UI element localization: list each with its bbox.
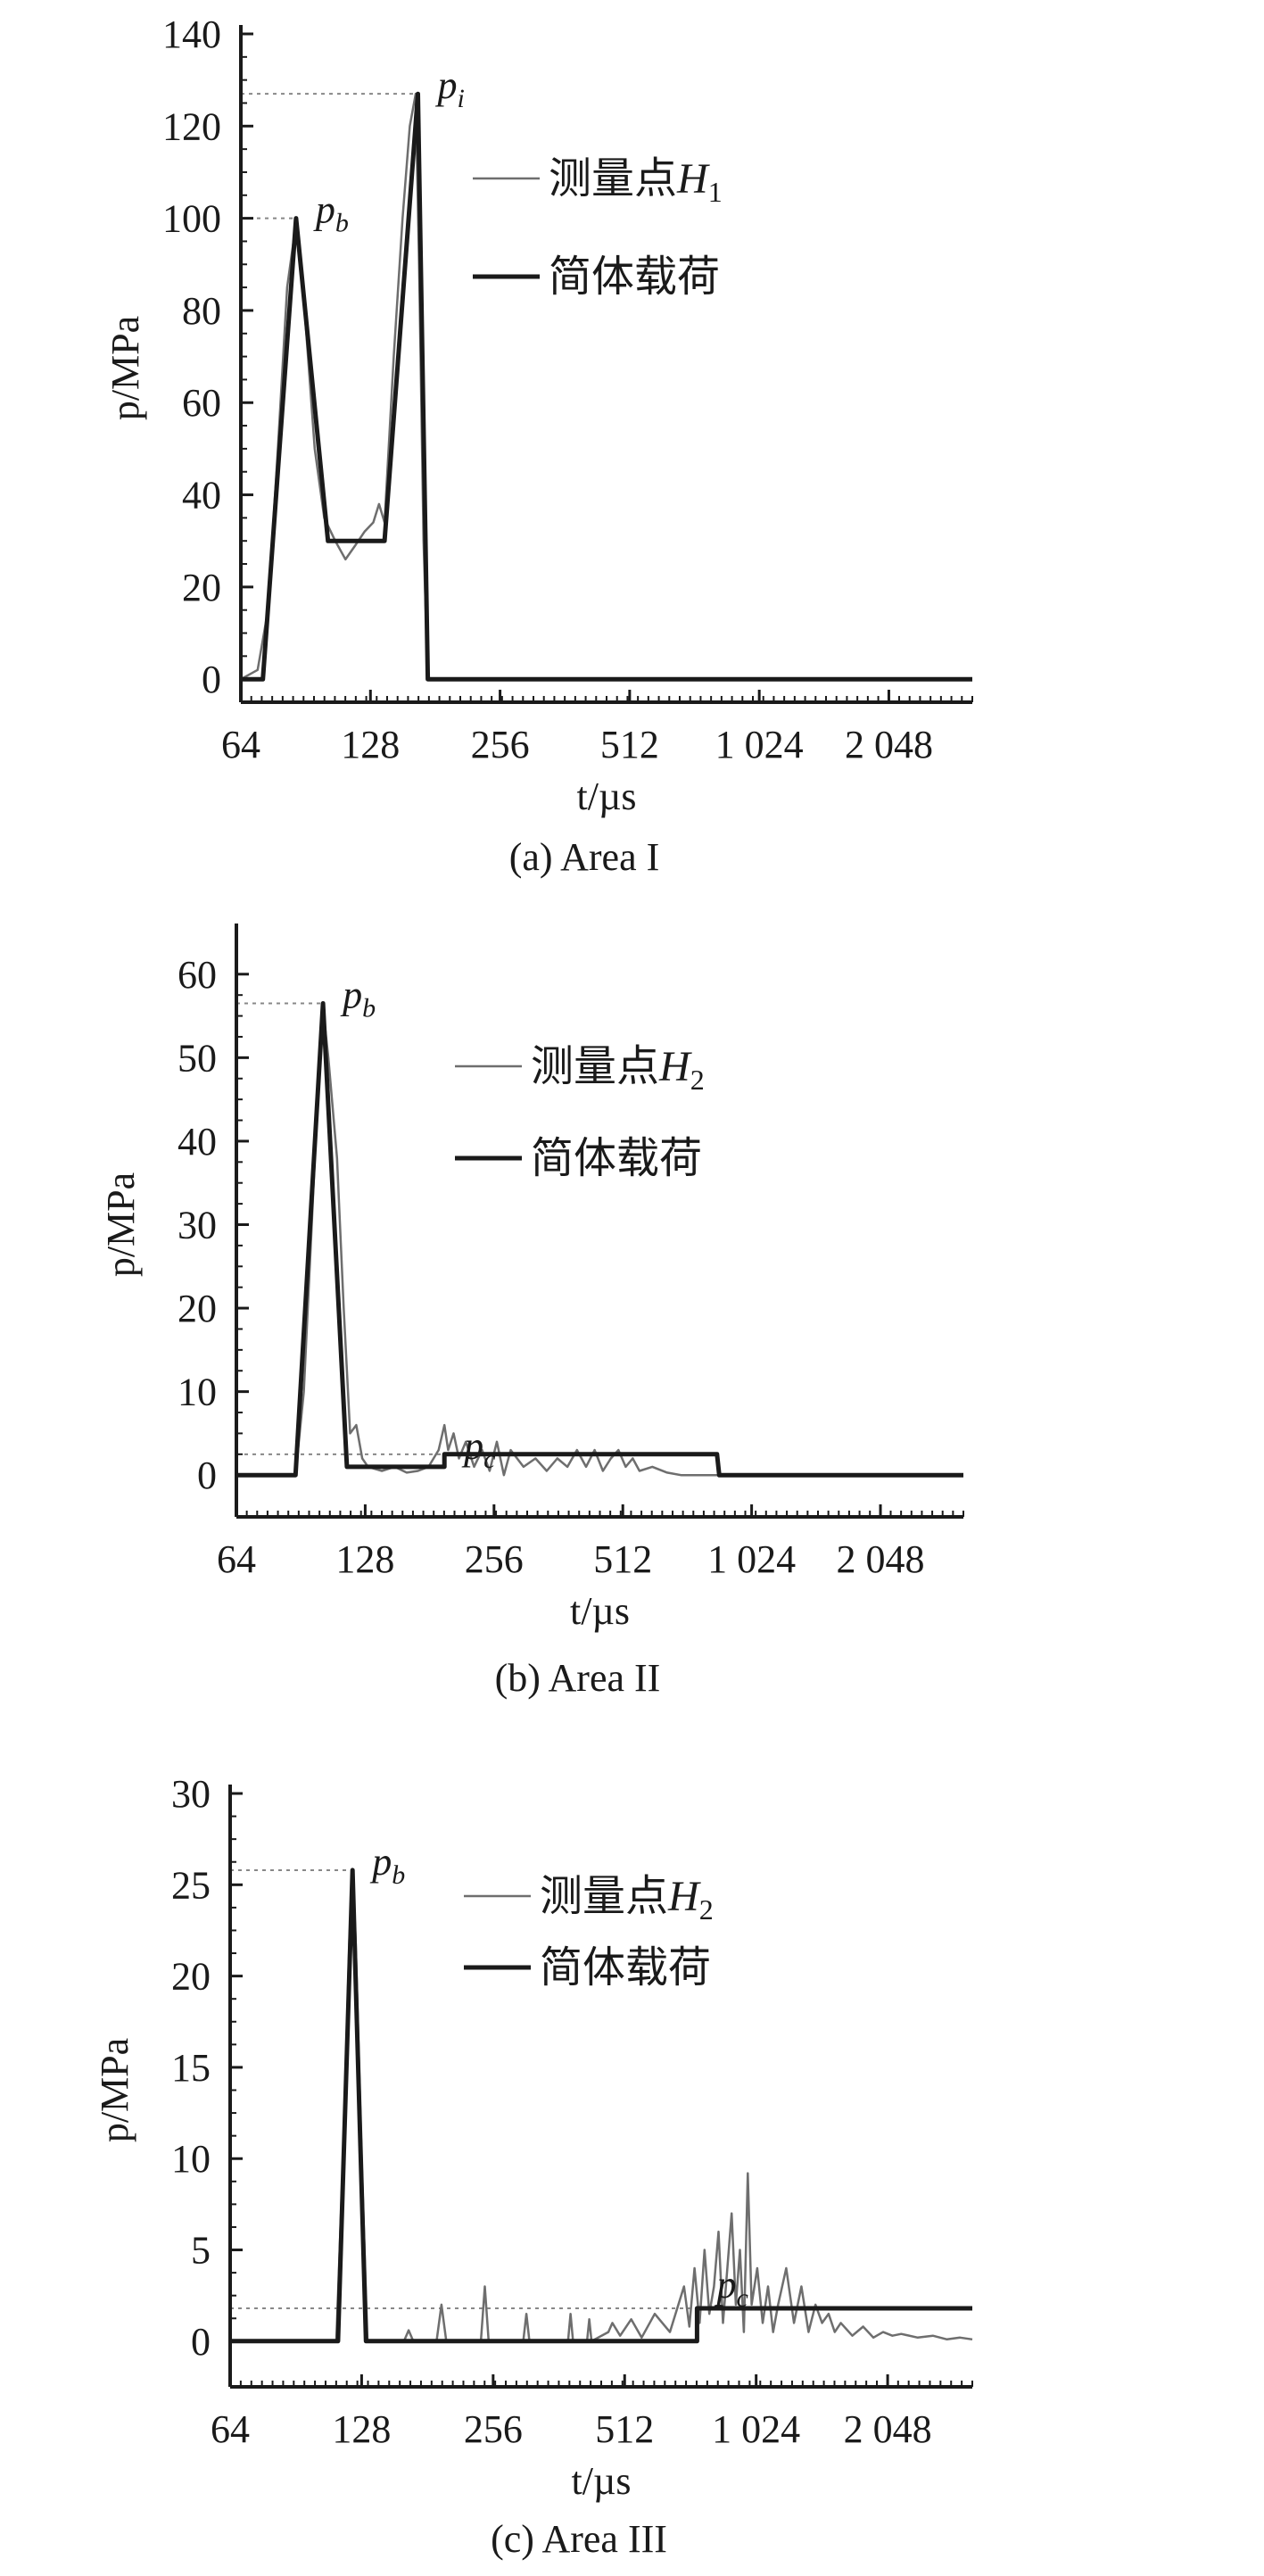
peak-label: pb [369,1840,405,1890]
y-tick-label: 20 [182,566,221,609]
legend-label-main: 简体载荷 [549,253,720,301]
peak-label-symbol: p [461,1424,483,1468]
y-tick-label: 20 [171,1955,211,1999]
x-tick-label: 128 [341,723,400,766]
peak-label-symbol: p [340,973,362,1017]
y-tick-label: 120 [162,104,221,148]
legend-label-main: 测量点 [540,1873,668,1920]
legend-label-main: 简体载荷 [540,1944,711,1992]
y-tick-label: 0 [197,1454,217,1497]
series-line-measured [230,1868,973,2343]
y-axis-title: p/MPa [103,316,147,420]
y-tick-label: 40 [182,474,221,518]
chart-panel-area-2: 0 10 20 30 40 50 60 64 128 256 512 1 024 2 048 p/MPa t… [99,924,964,1700]
legend-label: 简体载荷 [549,253,720,301]
legend-label: 简体载荷 [531,1135,702,1182]
legend-label-variable: H [676,155,710,203]
panel-caption: (a) Area I [509,835,660,879]
x-tick-label: 64 [211,2407,250,2451]
series-line-load [241,91,972,682]
y-tick-label: 5 [191,2229,211,2273]
x-tick-label: 1 024 [712,2407,800,2451]
peak-label: pb [340,973,376,1023]
y-tick-label: 10 [178,1371,217,1414]
legend-label-subscript: 2 [699,1893,714,1926]
y-tick-label: 60 [178,953,217,997]
peak-label-subscript: b [362,994,376,1023]
x-tick-label: 64 [217,1537,256,1581]
peak-label-symbol: p [369,1840,392,1884]
legend-label-main: 测量点 [549,155,677,203]
peak-label-subscript: i [458,84,465,113]
y-tick-label: 30 [171,1772,211,1816]
peak-label: pb [313,188,349,238]
chart-panel-area-3: 0 5 10 15 20 25 30 64 128 256 512 1 024 2 048 p/MPa t/… [93,1772,973,2561]
x-tick-label: 2 048 [845,723,933,766]
y-axis-title: p/MPa [93,2038,136,2142]
peak-label-subscript: b [335,209,349,238]
series-line-load [236,1001,963,1478]
peak-label-subscript: c [483,1445,495,1474]
chart-panel-area-1: 0 20 40 60 80 100 120 140 64 128 256 512 1 024 2 048 p… [103,12,973,879]
peak-label: pc [461,1424,495,1474]
legend-label-variable: H [667,1873,701,1920]
y-tick-label: 140 [162,12,221,56]
legend-label-main: 测量点 [531,1043,659,1090]
legend-label: 测量点H2 [540,1873,714,1926]
y-tick-label: 100 [162,197,221,241]
peak-label-subscript: b [392,1860,405,1890]
y-tick-label: 40 [178,1120,217,1164]
x-tick-label: 256 [465,1537,524,1581]
legend-label: 简体载荷 [540,1944,711,1992]
y-tick-label: 80 [182,289,221,333]
y-tick-label: 30 [178,1204,217,1247]
y-axis-title: p/MPa [99,1172,143,1277]
panel-caption: (c) Area III [491,2517,667,2561]
y-tick-label: 0 [202,658,221,701]
peak-label-subscript: c [736,2283,748,2313]
x-axis-title: t/µs [570,1589,630,1633]
x-tick-label: 512 [595,2407,654,2451]
x-tick-label: 1 024 [715,723,804,766]
peak-label-symbol: p [435,63,458,107]
peak-label: pc [714,2263,748,2313]
y-tick-label: 0 [191,2320,211,2364]
x-axis-title: t/µs [572,2459,632,2503]
x-tick-label: 512 [600,723,659,766]
peak-label: pi [435,63,465,113]
y-tick-label: 15 [171,2046,211,2090]
y-tick-label: 20 [178,1287,217,1330]
series-line-load [230,1868,972,2344]
legend-label-subscript: 2 [690,1064,705,1096]
panel-caption: (b) Area II [495,1656,661,1700]
legend-label: 测量点H1 [549,155,723,208]
peak-label-symbol: p [313,188,335,232]
x-tick-label: 512 [593,1537,652,1581]
x-axis-title: t/µs [577,774,637,818]
legend-label-main: 简体载荷 [531,1135,702,1182]
x-tick-label: 128 [332,2407,391,2451]
y-tick-label: 50 [178,1036,217,1080]
x-tick-label: 64 [221,723,260,766]
x-tick-label: 256 [464,2407,523,2451]
legend-label-subscript: 1 [708,176,723,208]
x-tick-label: 2 048 [837,1537,925,1581]
y-tick-label: 60 [182,381,221,425]
x-tick-label: 128 [335,1537,394,1581]
y-tick-label: 25 [171,1863,211,1907]
legend-label: 测量点H2 [531,1043,705,1096]
x-tick-label: 2 048 [844,2407,932,2451]
x-tick-label: 1 024 [707,1537,796,1581]
y-tick-label: 10 [171,2137,211,2181]
legend-label-variable: H [658,1043,692,1090]
peak-label-symbol: p [714,2263,736,2307]
x-tick-label: 256 [471,723,530,766]
